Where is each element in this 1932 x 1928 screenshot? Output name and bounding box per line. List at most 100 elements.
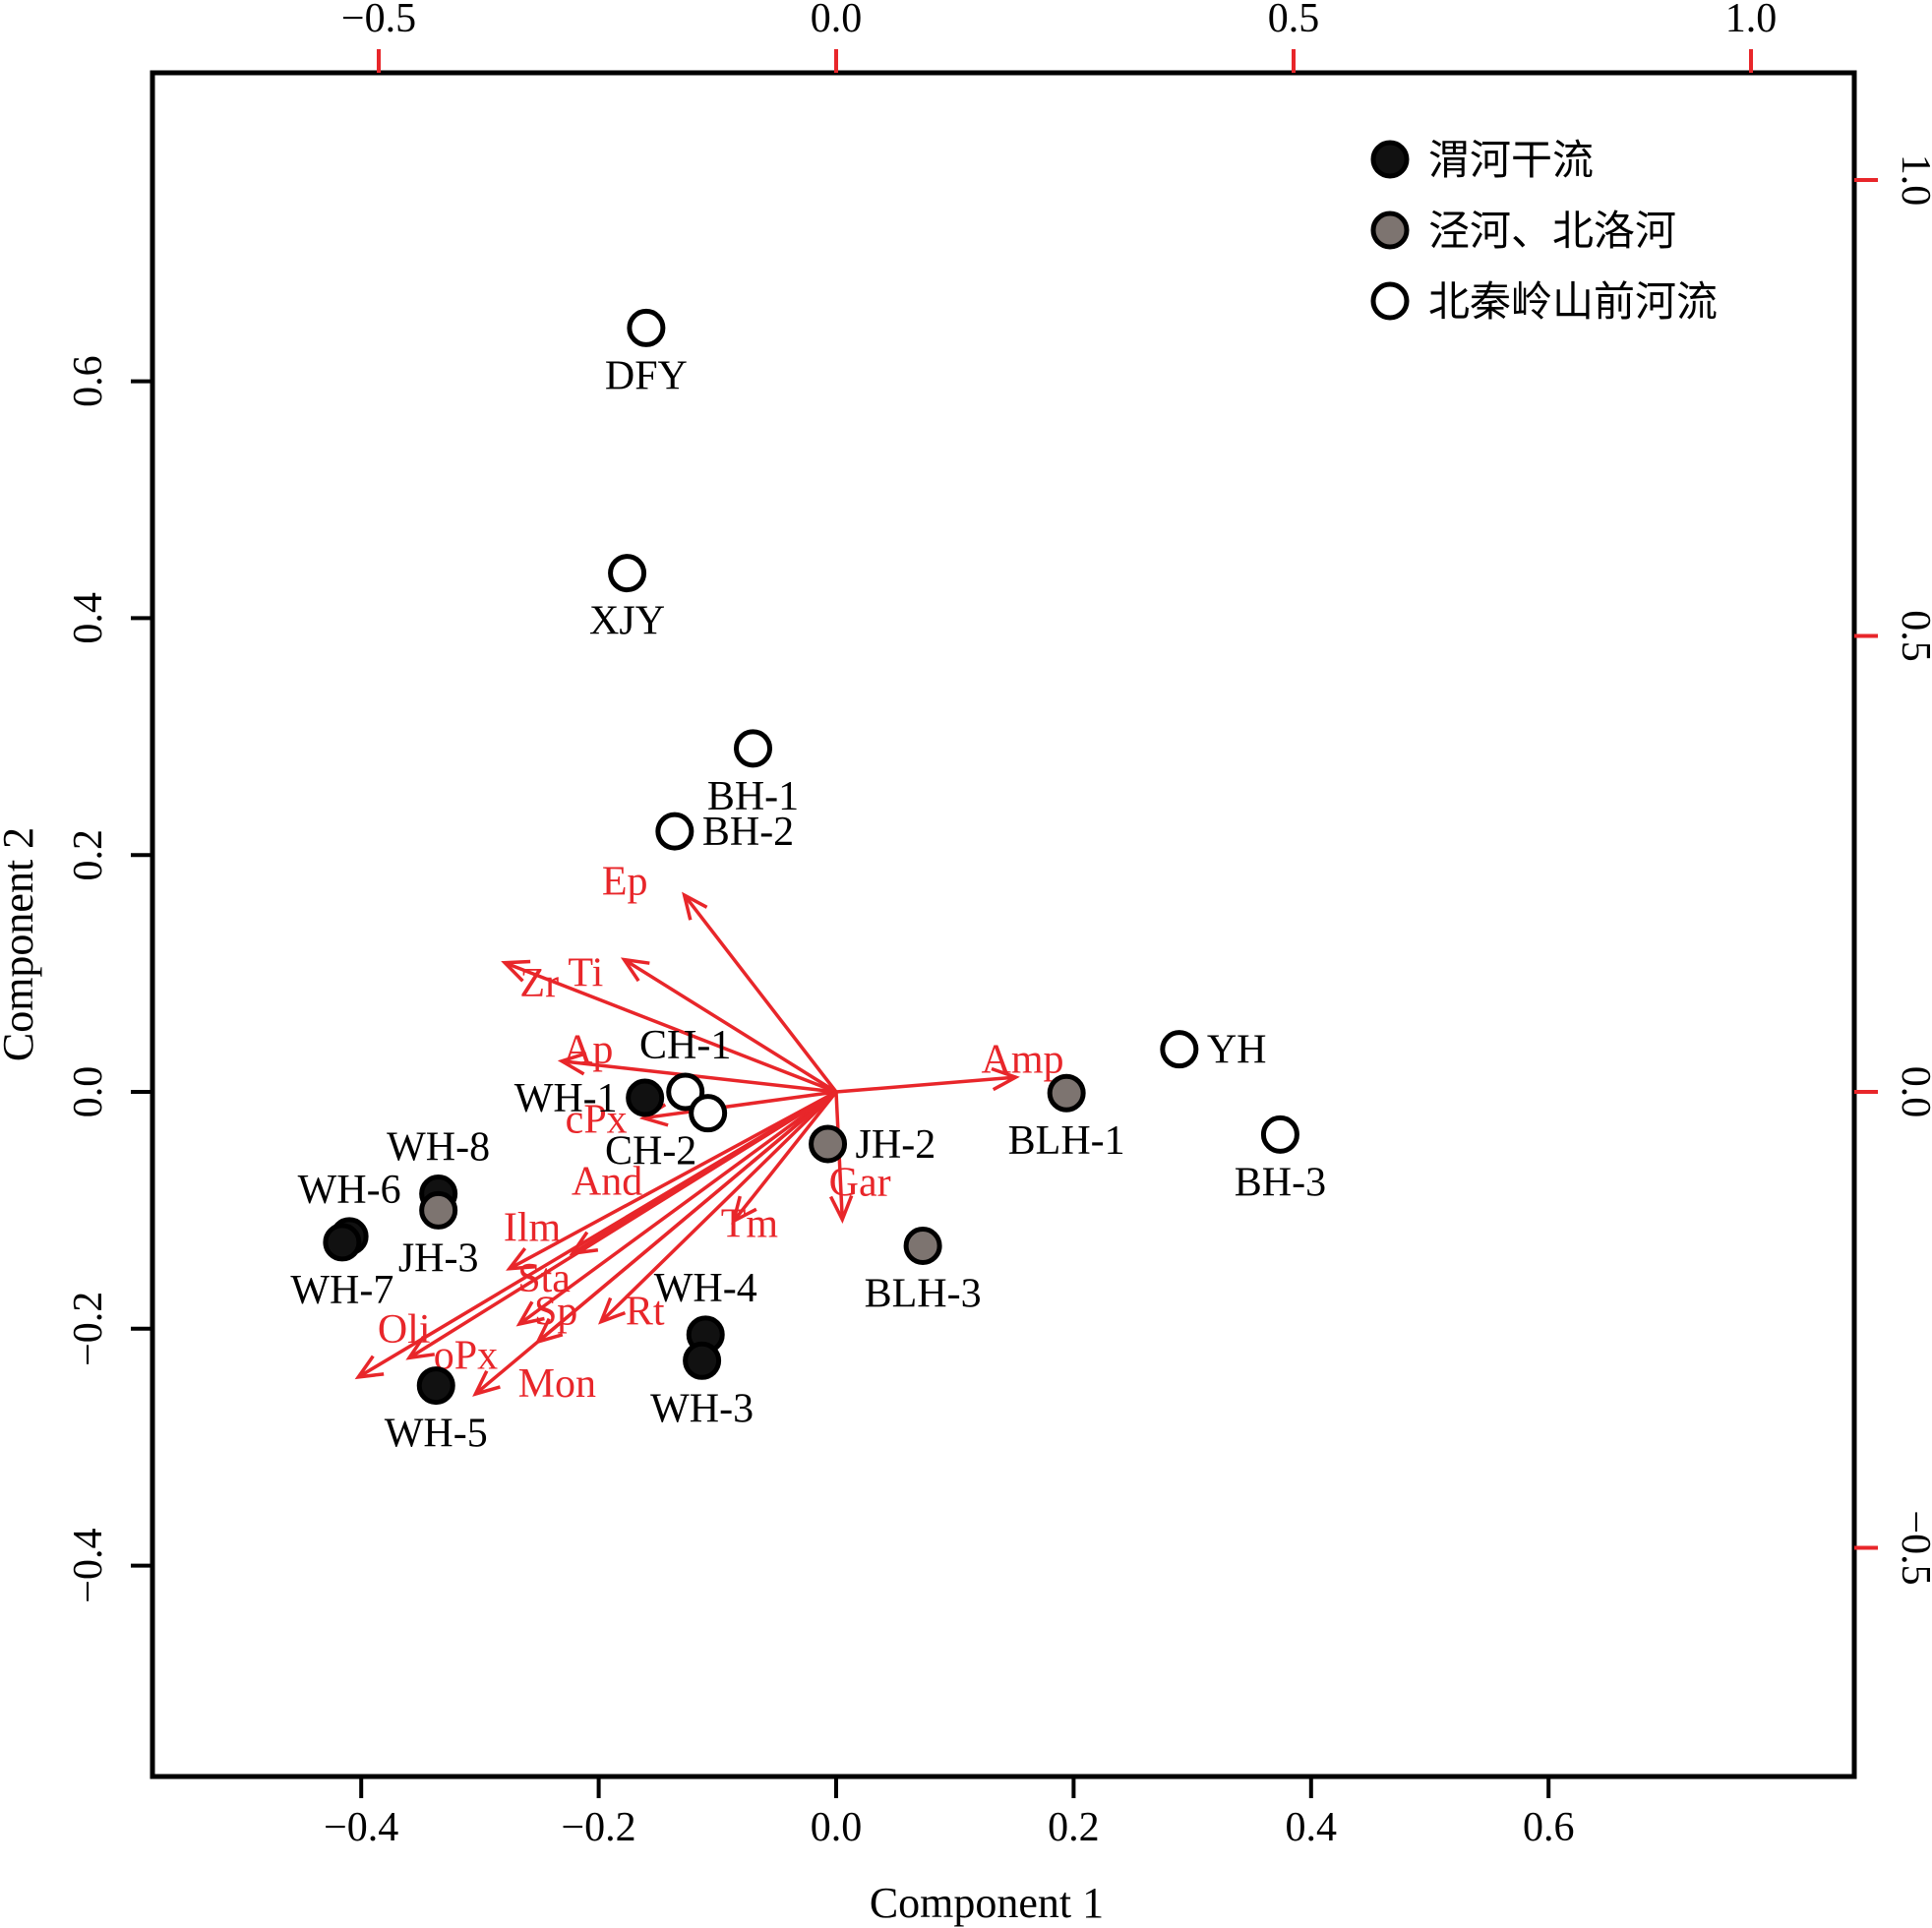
loading-line (357, 1090, 837, 1379)
point-yh: YH (1160, 1028, 1266, 1073)
loading-ilm: Ilm (504, 1090, 837, 1271)
legend-item-main: 渭河干流 (1370, 136, 1594, 184)
loading-arrowhead (620, 957, 650, 983)
loading-arrowhead (991, 1066, 1020, 1092)
sample-points: DFY XJY BH-1BH-2 CH-1 CH-2 WH-1 JH-2 BLH-1 YH BH-… (290, 308, 1326, 1457)
point-marker (627, 308, 666, 347)
point-bh-1: BH-1 (707, 729, 799, 819)
point-marker (626, 1078, 665, 1117)
point-label: WH-1 (514, 1076, 618, 1121)
right-tick-label: 0.5 (1893, 610, 1932, 662)
point-dfy: DFY (605, 308, 688, 398)
loading-amp: Amp (835, 1037, 1063, 1094)
legend-item-trib: 泾河、北洛河 (1370, 207, 1676, 255)
point-wh-1: WH-1 (514, 1076, 665, 1121)
point-marker (809, 1124, 848, 1164)
point-label: WH-6 (298, 1168, 401, 1213)
loading-arrowhead (557, 1052, 587, 1076)
y-tick-label: −0.4 (66, 1529, 111, 1603)
loading-label: cPx (566, 1098, 628, 1143)
x-tick-label: −0.4 (324, 1805, 398, 1850)
point-wh-3: WH-3 (650, 1341, 754, 1431)
point-label: JH-2 (856, 1122, 936, 1168)
loading-ep: Ep (602, 860, 838, 1094)
point-label: WH-5 (385, 1412, 488, 1457)
point-marker (666, 1072, 705, 1112)
loading-line (835, 1075, 1016, 1094)
x-tick-label: 0.4 (1286, 1805, 1338, 1850)
point-blh-1: BLH-1 (1008, 1073, 1125, 1164)
y-tick-label: 0.0 (66, 1066, 111, 1118)
point-bh-3: BH-3 (1235, 1115, 1326, 1205)
top-tick-label: 0.5 (1268, 0, 1320, 41)
axes: −0.4 −0.2 0.0 0.2 0.4 0.6 −0.4 −0.2 0.0 0.2 0.4 0.6… (66, 0, 1932, 1850)
loading-label: Rt (626, 1290, 665, 1335)
point-label: WH-4 (654, 1266, 757, 1311)
plot-frame (150, 70, 1857, 1779)
loading-arrowhead (354, 1355, 385, 1380)
point-wh-5: WH-5 (385, 1366, 488, 1457)
point-wh-4: WH-4 (654, 1266, 757, 1355)
y-axis-label: Component 2 (0, 827, 42, 1061)
point-bh-2: BH-2 (655, 810, 794, 855)
point-marker (608, 554, 647, 593)
plot-border (150, 70, 1857, 1779)
loading-arrowhead (515, 1300, 545, 1327)
point-label: DFY (605, 353, 688, 398)
y-tick-label: 0.2 (66, 829, 111, 881)
legend-label: 渭河干流 (1428, 136, 1594, 184)
right-tick-label: 1.0 (1893, 154, 1932, 207)
point-marker (689, 1094, 728, 1133)
loading-label: Ilm (504, 1205, 562, 1250)
loading-oli: Oli (354, 1090, 837, 1380)
point-label: JH-3 (398, 1235, 479, 1281)
loading-arrowhead (598, 1296, 627, 1325)
point-label: BLH-1 (1008, 1118, 1125, 1164)
loading-ap: Ap (557, 1028, 837, 1094)
loading-label: Amp (981, 1037, 1063, 1082)
loading-label: Tm (721, 1202, 779, 1247)
loading-arrowhead (501, 959, 531, 983)
loading-tm: Tm (721, 1090, 838, 1247)
point-marker (683, 1341, 722, 1380)
top-tick-label: 0.0 (811, 0, 863, 41)
x-axis-label: Component 1 (870, 1879, 1104, 1927)
loading-ti: Ti (568, 950, 837, 1094)
top-tick-label: 1.0 (1725, 0, 1778, 41)
right-tick-label: −0.5 (1893, 1510, 1932, 1585)
loading-line (623, 958, 837, 1094)
point-marker (323, 1223, 362, 1262)
loading-arrowhead (828, 1194, 854, 1224)
loading-zr: Zr (501, 959, 837, 1094)
point-marker (903, 1227, 942, 1266)
point-marker (734, 729, 773, 768)
loading-arrowhead (506, 1247, 535, 1271)
point-marker (1047, 1073, 1086, 1113)
legend-marker (1370, 140, 1410, 179)
loading-rt: Rt (598, 1090, 838, 1335)
loading-label: Mon (518, 1361, 596, 1407)
loading-line (474, 1090, 838, 1396)
loading-line (732, 1090, 838, 1223)
loading-sta: Sta (515, 1090, 838, 1327)
loading-mon: Mon (472, 1090, 838, 1407)
point-marker (655, 812, 694, 851)
right-tick-label: 0.0 (1893, 1066, 1932, 1118)
loading-label: Zr (519, 961, 559, 1006)
loading-gar: Gar (828, 1091, 891, 1224)
point-label: WH-8 (387, 1125, 490, 1171)
top-tick-label: −0.5 (341, 0, 416, 41)
loading-label: Oli (378, 1307, 431, 1353)
loading-label: Ep (602, 860, 648, 905)
point-label: CH-1 (639, 1023, 731, 1068)
point-label: BLH-3 (865, 1272, 982, 1317)
point-xjy: XJY (589, 554, 665, 644)
legend-label: 北秦岭山前河流 (1428, 277, 1718, 326)
loading-line (642, 1090, 837, 1120)
loading-line (683, 893, 838, 1094)
point-label: WH-3 (650, 1386, 754, 1431)
y-tick-label: 0.6 (66, 355, 111, 407)
x-tick-label: −0.2 (562, 1805, 636, 1850)
